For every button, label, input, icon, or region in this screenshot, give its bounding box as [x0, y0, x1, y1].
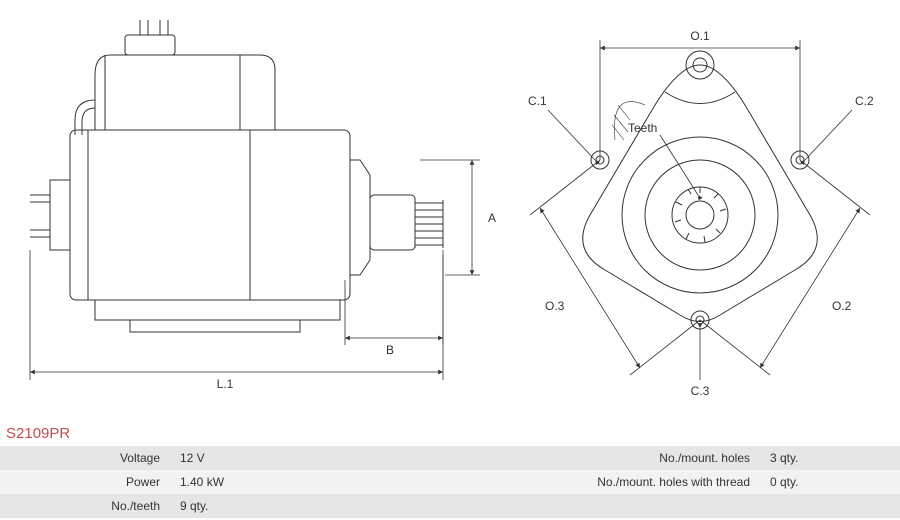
dim-label-O3: O.3 — [545, 299, 565, 313]
dim-label-O2: O.2 — [832, 299, 852, 313]
dim-label-L1: L.1 — [217, 377, 234, 391]
front-view — [583, 51, 818, 329]
spec-label: No./mount. holes with thread — [360, 470, 760, 494]
spec-label — [360, 494, 760, 518]
table-row: Voltage 12 V No./mount. holes 3 qty. — [0, 446, 900, 470]
spec-label: Power — [0, 470, 170, 494]
table-row: Power 1.40 kW No./mount. holes with thre… — [0, 470, 900, 494]
spec-label: Voltage — [0, 446, 170, 470]
spec-value — [760, 494, 900, 518]
technical-drawing: L.1 B A — [0, 0, 900, 420]
spec-table: Voltage 12 V No./mount. holes 3 qty. Pow… — [0, 446, 900, 518]
spec-value: 9 qty. — [170, 494, 360, 518]
table-row: No./teeth 9 qty. — [0, 494, 900, 518]
dim-label-C3: C.3 — [691, 384, 710, 398]
spec-value: 3 qty. — [760, 446, 900, 470]
spec-label: No./teeth — [0, 494, 170, 518]
spec-value: 1.40 kW — [170, 470, 360, 494]
dim-label-A: A — [488, 211, 496, 225]
side-view — [30, 20, 443, 332]
dim-label-Teeth: Teeth — [628, 121, 657, 135]
dim-label-B: B — [386, 343, 394, 357]
spec-value: 12 V — [170, 446, 360, 470]
dim-label-C2: C.2 — [855, 94, 874, 108]
dim-label-C1: C.1 — [528, 94, 547, 108]
part-number: S2109PR — [6, 425, 70, 442]
spec-label: No./mount. holes — [360, 446, 760, 470]
spec-value: 0 qty. — [760, 470, 900, 494]
dim-label-O1: O.1 — [690, 29, 710, 43]
